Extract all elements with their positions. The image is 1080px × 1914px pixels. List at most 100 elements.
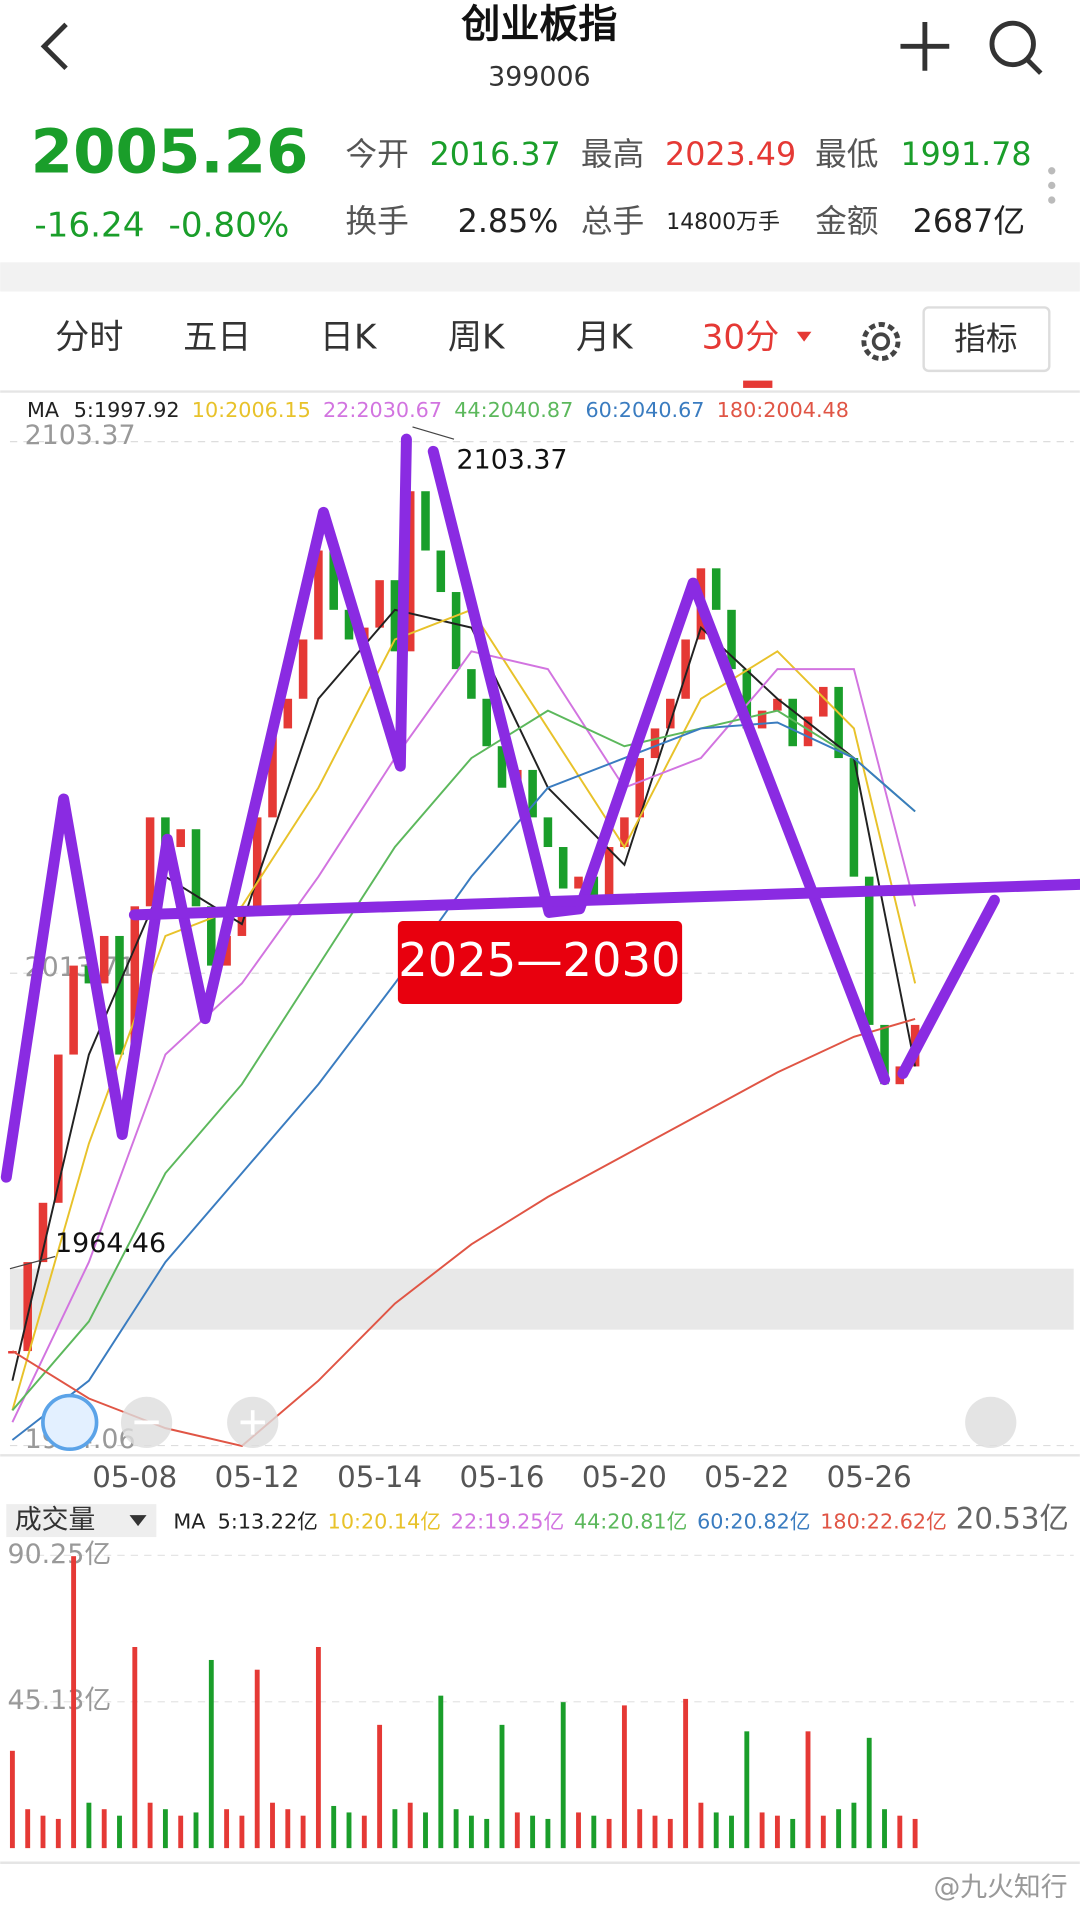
volume-bar: [820, 1815, 826, 1849]
latest-volume: 20.53亿: [956, 1501, 1069, 1535]
indicator-button[interactable]: [922, 306, 1051, 373]
candle: [314, 550, 323, 640]
period-tab[interactable]: 五日: [183, 318, 251, 358]
candle: [681, 639, 690, 699]
volume-bar: [576, 1812, 581, 1849]
more-button[interactable]: [1048, 167, 1056, 204]
candle: [69, 965, 78, 1055]
volume-bar: [224, 1809, 230, 1849]
volume-bar: [591, 1815, 597, 1849]
candle: [620, 817, 629, 848]
x-tick-label: 05-22: [704, 1460, 789, 1494]
stat-label: 最高: [581, 137, 644, 173]
volume-bar: [484, 1818, 490, 1849]
candle: [773, 698, 782, 711]
volume-bar: [270, 1802, 275, 1849]
price-annotation: 1964.46: [55, 1228, 166, 1259]
back-button[interactable]: [40, 22, 68, 71]
period-tab[interactable]: 月K: [576, 318, 634, 358]
candle: [283, 698, 293, 729]
index-code: 399006: [488, 62, 590, 93]
volume-bar: [774, 1815, 780, 1849]
annotation-box-label: 2025—2030: [398, 933, 680, 987]
volume-bar: [530, 1815, 536, 1849]
drawn-overlay: [0, 433, 1080, 1183]
candle: [145, 817, 155, 907]
divider: [0, 262, 1080, 292]
candle: [405, 491, 415, 652]
volume-bar: [698, 1802, 704, 1849]
x-tick-label: 05-14: [337, 1460, 422, 1494]
ma-line: [11, 709, 916, 1411]
candle: [38, 1202, 48, 1263]
k-button[interactable]: [41, 1393, 99, 1452]
candle: [711, 568, 721, 610]
legend-entry: 60:20.82亿: [697, 1509, 810, 1533]
volume-bar: [300, 1815, 306, 1849]
candle: [344, 609, 354, 640]
x-tick-label: 05-26: [827, 1460, 912, 1494]
candle: [421, 491, 430, 551]
add-button[interactable]: [900, 21, 950, 71]
page-title: 创业板指: [461, 2, 617, 47]
quote-stats: 今开 2016.37 最高 2023.49 最低 1991.78 换手 2.85% 总手 1480…: [345, 137, 1031, 240]
candle: [727, 609, 736, 670]
candle: [451, 592, 461, 670]
active-tab-indicator: [743, 380, 773, 388]
volume-bar: [897, 1815, 903, 1849]
candle: [742, 669, 752, 729]
period-tab[interactable]: 周K: [448, 318, 506, 358]
x-tick-label: 05-16: [459, 1460, 544, 1494]
volume-bar: [208, 1659, 214, 1849]
stat-value: 2687亿: [913, 204, 1025, 240]
period-tab[interactable]: 日K: [320, 318, 378, 358]
candle: [467, 669, 476, 699]
volume-bar: [377, 1724, 383, 1849]
volume-bar: [545, 1818, 551, 1849]
kline-chart: 1934.062013.712103.3705-0805-1205-1405-1…: [8, 398, 1074, 1494]
volume-bar: [423, 1812, 428, 1849]
candle: [207, 906, 216, 966]
candle: [482, 698, 491, 747]
legend-entry: 10:2006.15: [192, 398, 311, 422]
legend-entry: 180:2004.48: [717, 398, 849, 422]
candle: [161, 817, 170, 848]
candle: [635, 758, 644, 818]
stat-label: 最低: [815, 137, 878, 173]
search-button[interactable]: [989, 20, 1043, 75]
legend-entry: 22:2030.67: [323, 398, 442, 422]
candle: [176, 829, 185, 848]
settings-button[interactable]: [861, 322, 901, 362]
legend-entry: 5:13.22亿: [218, 1509, 318, 1533]
candle: [803, 716, 813, 747]
annotation-box: [397, 921, 683, 1004]
fullscreen-button[interactable]: [965, 1396, 1017, 1449]
shaded-zone: [9, 1268, 1074, 1330]
volume-bar: [55, 1818, 61, 1849]
candle: [8, 1351, 17, 1354]
volume-bar: [40, 1815, 46, 1849]
candle: [788, 698, 797, 747]
candle: [298, 639, 308, 699]
volume-bar: [178, 1815, 184, 1849]
candle: [528, 769, 537, 818]
dropdown-arrow[interactable]: [796, 331, 812, 342]
legend-label: MA: [173, 1509, 205, 1533]
volume-bar: [499, 1724, 505, 1849]
volume-selector[interactable]: [6, 1504, 157, 1538]
volume-bar: [836, 1809, 842, 1849]
volume-chart: MA 5:13.22亿 10:20.14亿 22:19.25亿 44:20.81亿 60:…: [8, 1501, 1074, 1849]
period-tab[interactable]: 30分: [702, 318, 780, 358]
candle: [543, 817, 553, 848]
price-change-pct: -0.80%: [169, 205, 290, 245]
candle: [819, 686, 828, 717]
stat-label: 换手: [345, 204, 408, 240]
candle: [130, 906, 140, 1055]
dropdown-arrow[interactable]: [129, 1515, 147, 1527]
volume-bar: [438, 1695, 444, 1849]
candle: [252, 817, 262, 907]
period-tab[interactable]: 分时: [55, 318, 123, 358]
volume-bar: [637, 1809, 643, 1849]
stat-value: 2.85%: [458, 204, 559, 240]
